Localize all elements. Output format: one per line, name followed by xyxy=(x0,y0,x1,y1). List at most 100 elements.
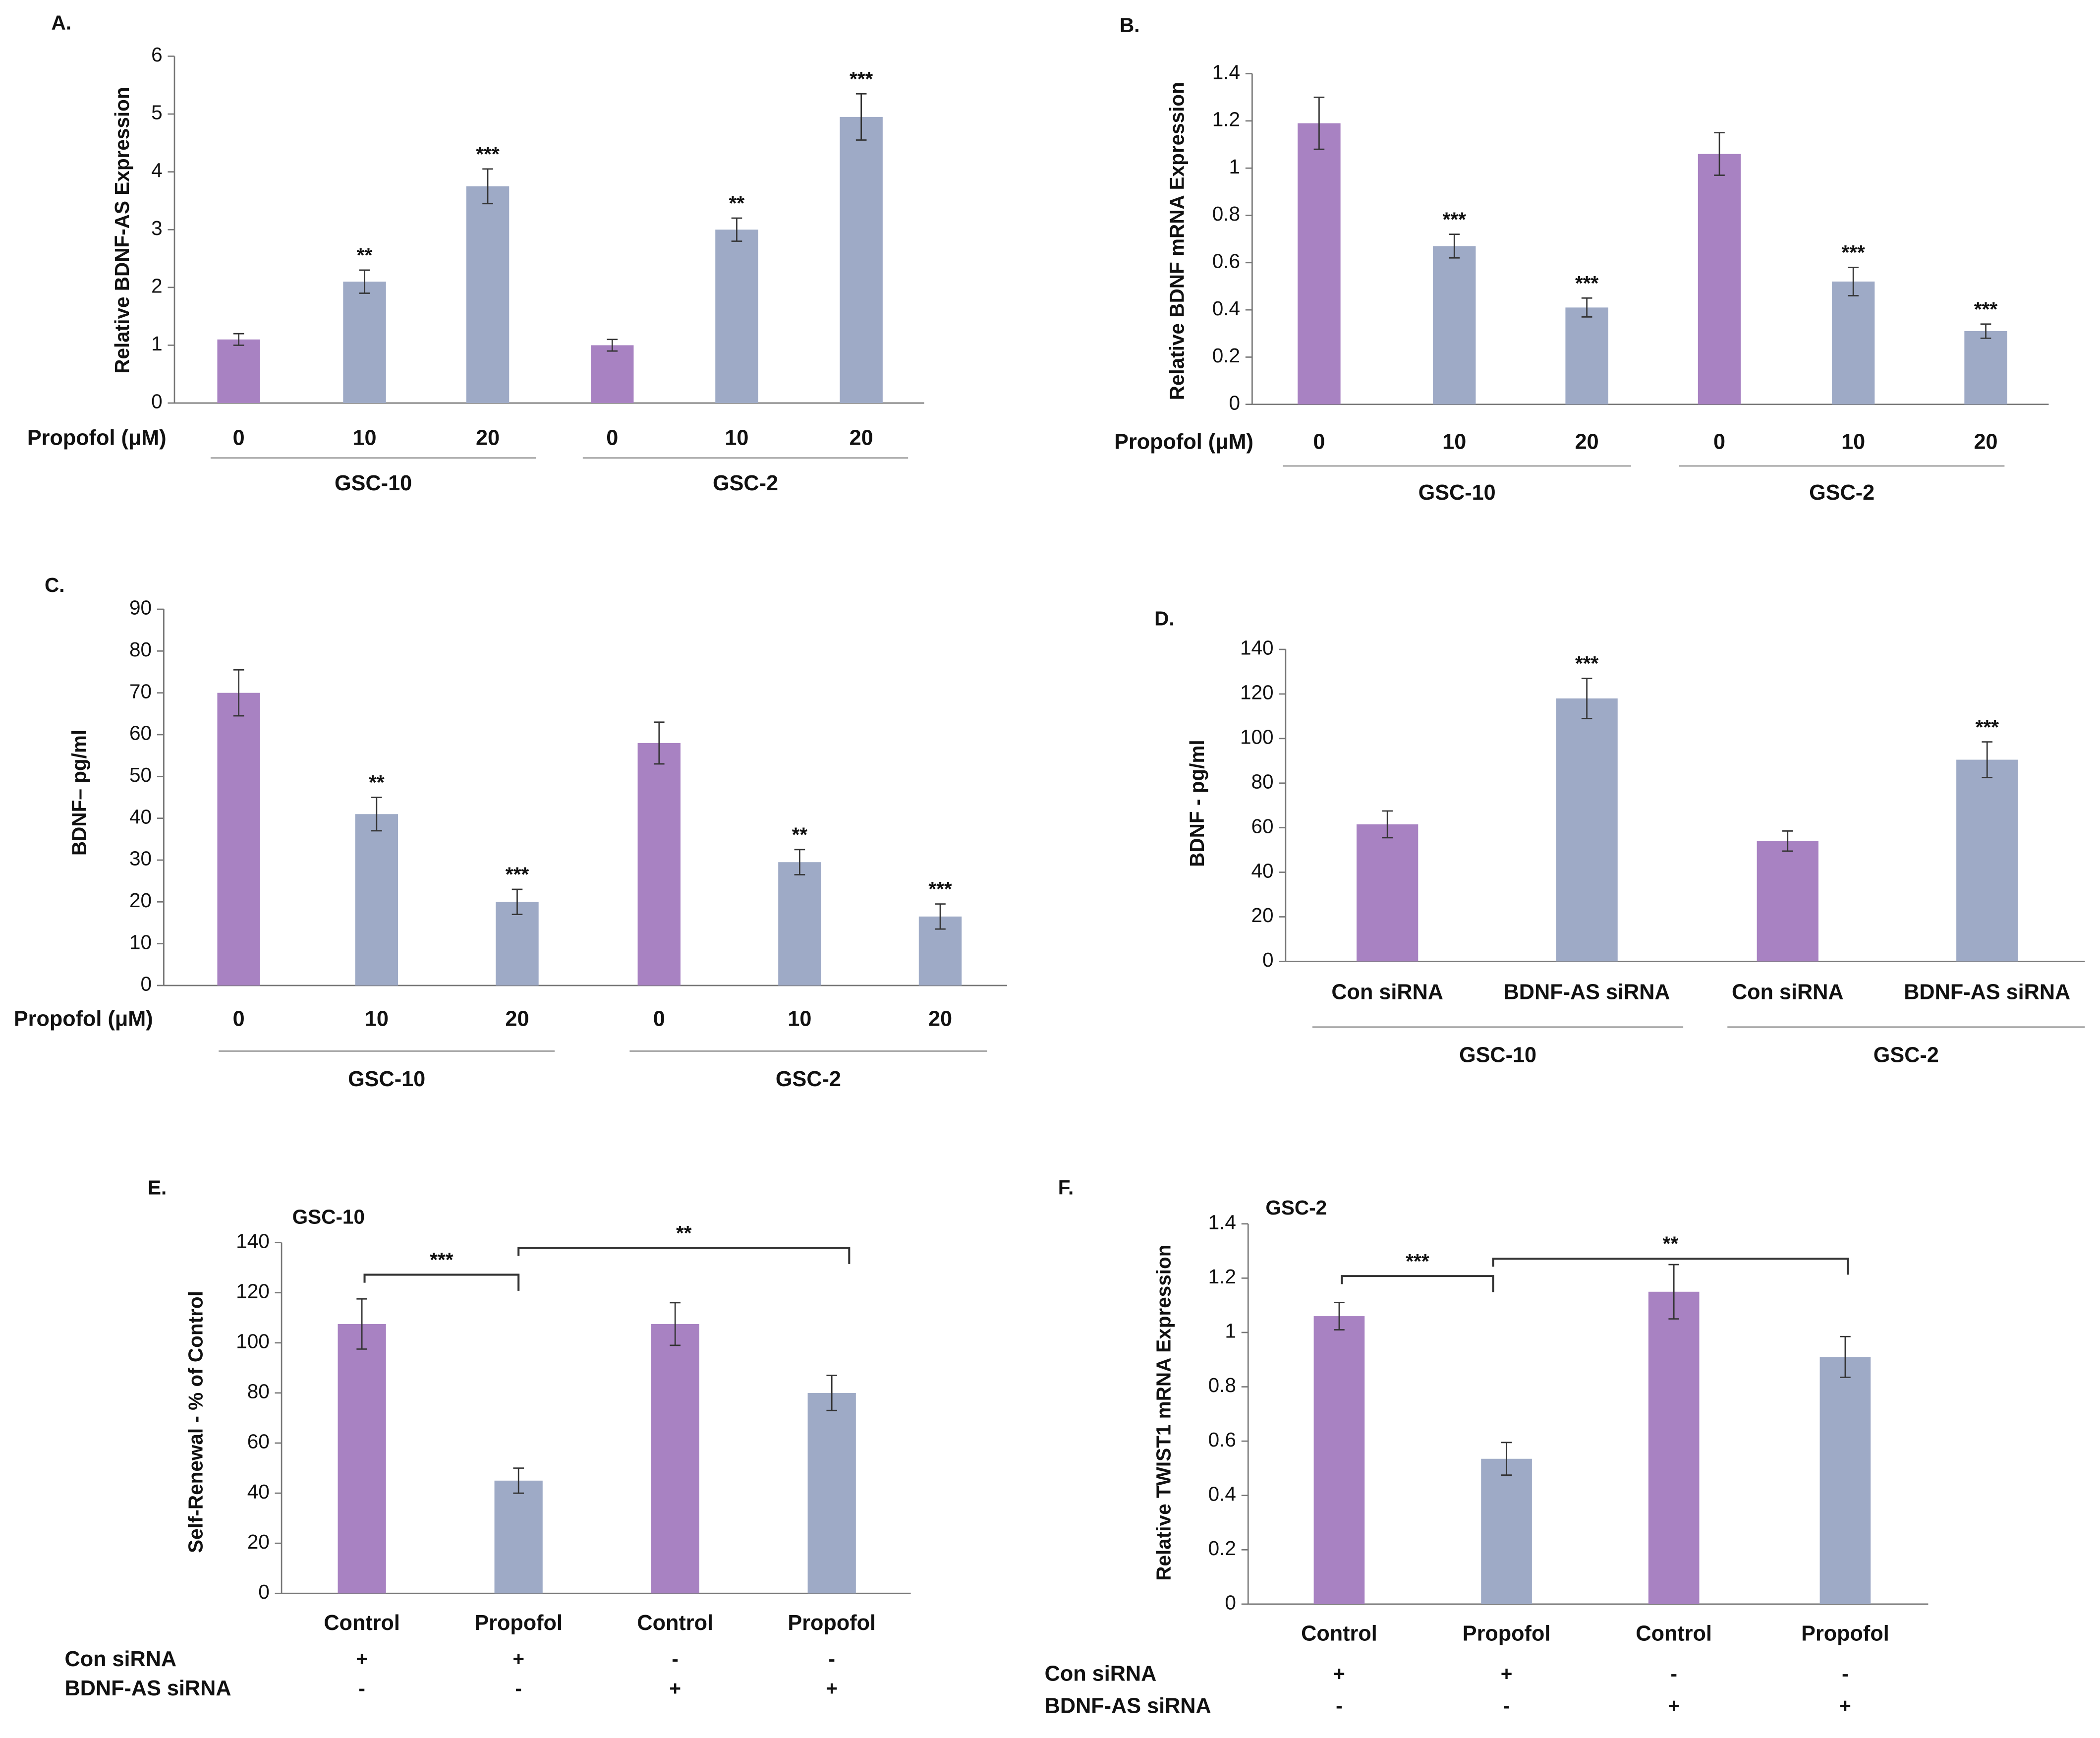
y-tick-label: 40 xyxy=(129,805,152,828)
row-label: Con siRNA xyxy=(1045,1662,1157,1685)
x-tick-label: Con siRNA xyxy=(1732,981,1844,1004)
y-tick-label: 1.4 xyxy=(1208,1211,1236,1233)
row-value: - xyxy=(1670,1662,1677,1685)
y-tick-label: 0.4 xyxy=(1208,1482,1236,1505)
bracket-label: *** xyxy=(430,1248,454,1271)
significance: *** xyxy=(506,863,529,886)
row-label: BDNF-AS siRNA xyxy=(1045,1694,1211,1718)
x-tick-label: Control xyxy=(1636,1622,1712,1645)
y-axis-label: Relative BDNF-AS Expression xyxy=(111,87,133,373)
x-tick-label: 0 xyxy=(606,426,618,450)
bar xyxy=(1956,759,2018,962)
bar xyxy=(1819,1357,1871,1604)
bar xyxy=(1481,1458,1532,1604)
y-tick-label: 6 xyxy=(151,43,163,66)
subtitle: GSC-10 xyxy=(292,1206,365,1228)
y-tick-label: 0.6 xyxy=(1212,250,1240,273)
significance: *** xyxy=(476,143,500,166)
group-label: GSC-10 xyxy=(1419,481,1496,505)
y-tick-label: 0 xyxy=(141,973,152,995)
y-tick-label: 0.8 xyxy=(1212,202,1240,225)
x-tick-label: 0 xyxy=(1313,430,1325,454)
row-label: Propofol (μM) xyxy=(27,426,167,450)
row-value: - xyxy=(1503,1694,1510,1717)
y-tick-label: 0 xyxy=(1225,1591,1236,1614)
x-tick-label: 0 xyxy=(233,1007,245,1031)
x-tick-label: 10 xyxy=(1841,430,1865,454)
significance: ** xyxy=(357,244,373,267)
y-tick-label: 1 xyxy=(1229,155,1241,178)
y-tick-label: 70 xyxy=(129,680,152,702)
y-tick-label: 1.4 xyxy=(1212,60,1240,83)
y-tick-label: 1.2 xyxy=(1208,1265,1236,1288)
x-tick-label: BDNF-AS siRNA xyxy=(1904,981,2070,1004)
x-tick-label: 20 xyxy=(1974,430,1998,454)
bar xyxy=(778,862,821,985)
x-tick-label: 0 xyxy=(233,426,245,450)
y-tick-label: 100 xyxy=(1240,726,1274,749)
x-tick-label: Propofol xyxy=(474,1611,563,1635)
bar xyxy=(496,902,539,985)
y-tick-label: 0.6 xyxy=(1208,1428,1236,1451)
y-tick-label: 20 xyxy=(247,1530,270,1553)
significance: *** xyxy=(1575,652,1599,675)
x-tick-label: 10 xyxy=(788,1007,811,1031)
bracket xyxy=(1341,1275,1494,1292)
significance: *** xyxy=(1976,715,1999,738)
group-label: GSC-2 xyxy=(713,471,778,495)
y-tick-label: 10 xyxy=(129,930,152,953)
y-axis-label: Relative BDNF mRNA Expression xyxy=(1166,82,1189,400)
y-tick-label: 60 xyxy=(247,1430,270,1453)
y-tick-label: 0.2 xyxy=(1208,1537,1236,1560)
x-tick-label: 20 xyxy=(928,1007,952,1031)
y-tick-label: 0 xyxy=(258,1580,270,1603)
y-tick-label: 2 xyxy=(151,275,163,297)
y-axis-label: Relative TWIST1 mRNA Expression xyxy=(1152,1245,1175,1581)
significance: *** xyxy=(928,877,952,900)
x-tick-label: 10 xyxy=(725,426,748,450)
row-value: + xyxy=(1501,1662,1513,1685)
bracket xyxy=(517,1247,851,1264)
y-tick-label: 1 xyxy=(1225,1320,1236,1342)
significance: ** xyxy=(729,192,745,215)
row-label: BDNF-AS siRNA xyxy=(65,1677,231,1700)
row-value: - xyxy=(1842,1662,1849,1685)
panel-label: D. xyxy=(1154,607,1175,630)
y-tick-label: 80 xyxy=(247,1380,270,1403)
y-tick-label: 90 xyxy=(129,596,152,619)
y-tick-label: 1.2 xyxy=(1212,108,1240,131)
panel-label: B. xyxy=(1120,14,1140,37)
y-tick-label: 0 xyxy=(151,390,163,413)
y-tick-label: 0.8 xyxy=(1208,1374,1236,1396)
y-tick-label: 0 xyxy=(1262,948,1274,971)
bar xyxy=(840,116,883,404)
y-tick-label: 0.2 xyxy=(1212,344,1240,367)
bar xyxy=(591,345,634,404)
bar xyxy=(355,814,398,985)
y-tick-label: 0 xyxy=(1229,391,1241,414)
bar xyxy=(1698,154,1741,405)
y-tick-label: 5 xyxy=(151,101,163,124)
x-tick-label: 20 xyxy=(505,1007,529,1031)
group-label: GSC-2 xyxy=(776,1067,841,1091)
y-tick-label: 60 xyxy=(129,722,152,745)
x-tick-label: 20 xyxy=(1575,430,1599,454)
panel-label: A. xyxy=(51,11,71,34)
bracket xyxy=(1492,1257,1849,1275)
row-value: - xyxy=(358,1677,365,1699)
row-value: + xyxy=(512,1647,524,1670)
y-tick-label: 120 xyxy=(1240,681,1274,704)
bar xyxy=(343,282,386,404)
group-label: GSC-2 xyxy=(1809,481,1874,505)
y-tick-label: 120 xyxy=(236,1279,270,1302)
x-tick-label: Con siRNA xyxy=(1331,981,1443,1004)
row-label: Propofol (μM) xyxy=(1114,430,1253,454)
row-value: - xyxy=(515,1677,522,1699)
y-tick-label: 20 xyxy=(129,889,152,912)
bar xyxy=(637,743,681,985)
row-value: + xyxy=(1839,1694,1851,1717)
bracket-label: ** xyxy=(676,1221,692,1244)
panel-label: E. xyxy=(148,1176,167,1199)
y-tick-label: 40 xyxy=(1251,859,1274,882)
bar xyxy=(1298,123,1341,405)
